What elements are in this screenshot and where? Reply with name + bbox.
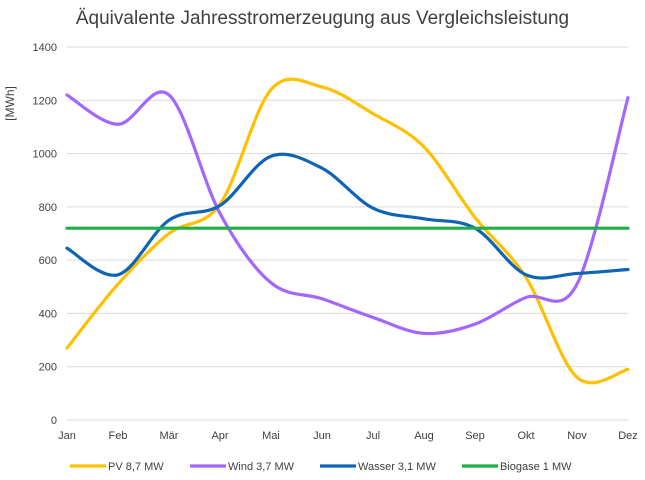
y-tick-label: 1200 <box>33 95 57 107</box>
x-tick-label: Mai <box>262 430 280 442</box>
x-tick-label: Mär <box>160 430 179 442</box>
y-tick-label: 600 <box>39 255 57 267</box>
x-tick-label: Okt <box>517 430 534 442</box>
y-tick-label: 400 <box>39 308 57 320</box>
chart-title: Äquivalente Jahresstromerzeugung aus Ver… <box>75 8 570 29</box>
x-tick-label: Jul <box>366 430 380 442</box>
x-tick-label: Sep <box>465 430 485 442</box>
y-tick-label: 0 <box>51 415 57 427</box>
x-tick-label: Apr <box>211 430 228 442</box>
y-tick-label: 800 <box>39 202 57 214</box>
x-tick-label: Jan <box>58 430 76 442</box>
legend-label-wasser: Wasser 3,1 MW <box>358 461 436 473</box>
x-tick-label: Feb <box>109 430 128 442</box>
x-tick-label: Aug <box>414 430 434 442</box>
x-tick-label: Nov <box>567 430 587 442</box>
y-tick-label: 200 <box>39 362 57 374</box>
y-tick-label: 1400 <box>33 42 57 54</box>
x-tick-label: Jun <box>313 430 331 442</box>
legend-label-pv: PV 8,7 MW <box>108 461 164 473</box>
series-line-wind <box>65 90 630 336</box>
legend-label-biogase: Biogase 1 MW <box>500 461 572 473</box>
x-tick-label: Dez <box>618 430 638 442</box>
series-line-wasser <box>65 152 630 280</box>
y-axis-label: [MWh] <box>3 86 17 121</box>
legend-label-wind: Wind 3,7 MW <box>228 461 295 473</box>
y-tick-label: 1000 <box>33 149 57 161</box>
series-line-pv <box>65 77 630 385</box>
